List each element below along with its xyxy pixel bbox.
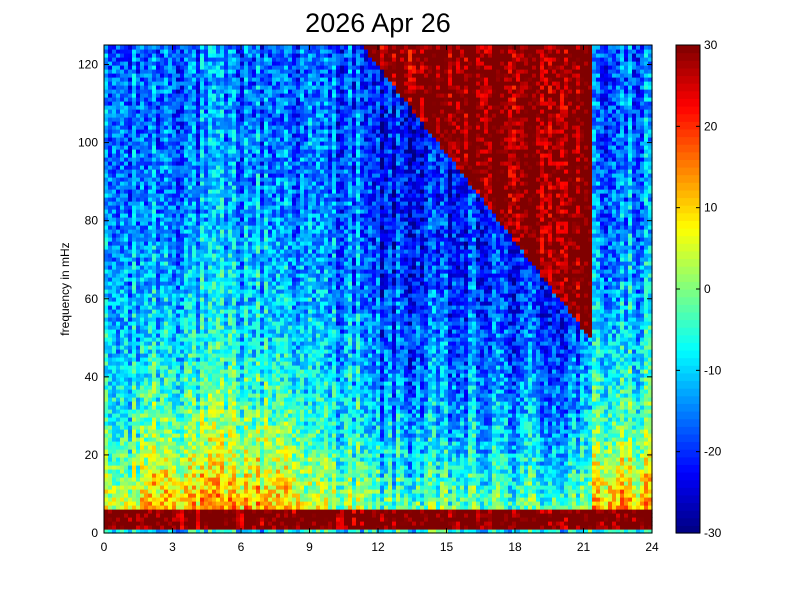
colorbar-segment xyxy=(676,98,700,107)
colorbar-segment xyxy=(676,289,700,298)
colorbar-segment xyxy=(676,304,700,313)
y-tick-label: 40 xyxy=(85,370,99,384)
colorbar-segment xyxy=(676,479,700,488)
colorbar-segment xyxy=(676,235,700,244)
colorbar-segment xyxy=(676,441,700,450)
colorbar-segment xyxy=(676,388,700,397)
y-tick-label: 0 xyxy=(91,526,98,540)
x-tick-label: 6 xyxy=(238,540,245,554)
colorbar-segment xyxy=(676,144,700,153)
colorbar-segment xyxy=(676,189,700,199)
chart-title: 2026 Apr 26 xyxy=(305,8,451,38)
colorbar-segment xyxy=(676,350,700,359)
colorbar-segment xyxy=(676,128,700,138)
colorbar-segment xyxy=(676,411,700,420)
colorbar-segment xyxy=(676,372,700,382)
colorbar-segment xyxy=(676,494,700,504)
y-tick-label: 20 xyxy=(85,448,99,462)
colorbar-segment xyxy=(676,243,700,252)
colorbar-segment xyxy=(676,502,700,511)
colorbar-tick-label: 10 xyxy=(704,201,718,215)
colorbar-segment xyxy=(676,52,700,61)
colorbar-segment xyxy=(676,403,700,412)
colorbar-segment xyxy=(676,487,700,496)
colorbar-segment xyxy=(676,311,700,321)
x-tick-label: 18 xyxy=(508,540,522,554)
colorbar-segment xyxy=(676,357,700,366)
colorbar-segment xyxy=(676,205,700,214)
colorbar-segment xyxy=(676,136,700,145)
colorbar-segment xyxy=(676,342,700,351)
x-tick-label: 12 xyxy=(371,540,385,554)
colorbar-segment xyxy=(676,273,700,282)
colorbar: -30 -20 -10 0 10 20 30 xyxy=(675,38,722,540)
y-tick-label: 80 xyxy=(85,214,99,228)
x-tick-label: 0 xyxy=(101,540,108,554)
colorbar-segment xyxy=(676,45,700,54)
colorbar-segment xyxy=(676,418,700,427)
colorbar-segment xyxy=(676,250,700,260)
colorbar-segment xyxy=(676,182,700,191)
colorbar-segment xyxy=(676,60,700,69)
colorbar-segment xyxy=(676,90,700,99)
colorbar-segment xyxy=(676,365,700,374)
colorbar-segment xyxy=(676,266,700,275)
colorbar-tick-label: 0 xyxy=(704,282,711,296)
colorbar-segment xyxy=(676,106,700,115)
colorbar-segment xyxy=(676,464,700,473)
x-tick-label: 15 xyxy=(440,540,454,554)
y-tick-label: 120 xyxy=(78,58,98,72)
colorbar-segment xyxy=(676,197,700,206)
y-axis-label: frequency in mHz xyxy=(58,242,72,335)
colorbar-tick-label: -10 xyxy=(704,363,722,377)
colorbar-segment xyxy=(676,121,700,130)
colorbar-segment xyxy=(676,159,700,168)
x-axis: 0 3 6 9 12 15 18 21 24 xyxy=(101,45,659,554)
colorbar-segment xyxy=(676,334,700,343)
colorbar-segment xyxy=(676,433,700,443)
x-tick-label: 3 xyxy=(169,540,176,554)
colorbar-tick-label: -30 xyxy=(704,526,722,540)
colorbar-tick-label: -20 xyxy=(704,445,722,459)
colorbar-segment xyxy=(676,220,700,229)
colorbar-segment xyxy=(676,426,700,435)
colorbar-segment xyxy=(676,472,700,481)
colorbar-segment xyxy=(676,517,700,526)
colorbar-segment xyxy=(676,113,700,122)
colorbar-segment xyxy=(676,67,700,77)
colorbar-segment xyxy=(676,395,700,404)
colorbar-segment xyxy=(676,228,700,237)
colorbar-segment xyxy=(676,449,700,458)
colorbar-segment xyxy=(676,167,700,176)
colorbar-segment xyxy=(676,510,700,519)
heatmap-cells xyxy=(104,45,653,534)
colorbar-segment xyxy=(676,281,700,290)
colorbar-segment xyxy=(676,319,700,328)
y-tick-label: 60 xyxy=(85,292,99,306)
colorbar-segment xyxy=(676,296,700,305)
colorbar-segment xyxy=(676,151,700,160)
colorbar-tick-label: 20 xyxy=(704,119,718,133)
colorbar-segment xyxy=(676,327,700,336)
y-axis: 0 20 40 60 80 100 120 xyxy=(78,58,652,540)
x-tick-label: 24 xyxy=(645,540,659,554)
x-tick-label: 21 xyxy=(577,540,591,554)
colorbar-segment xyxy=(676,174,700,183)
colorbar-segment xyxy=(676,212,700,221)
x-tick-label: 9 xyxy=(306,540,313,554)
colorbar-segment xyxy=(676,83,700,92)
y-tick-label: 100 xyxy=(78,136,98,150)
colorbar-tick-label: 30 xyxy=(704,38,718,52)
colorbar-segment xyxy=(676,525,700,534)
colorbar-segment xyxy=(676,456,700,465)
colorbar-segment xyxy=(676,380,700,389)
colorbar-segment xyxy=(676,258,700,267)
colorbar-segment xyxy=(676,75,700,84)
